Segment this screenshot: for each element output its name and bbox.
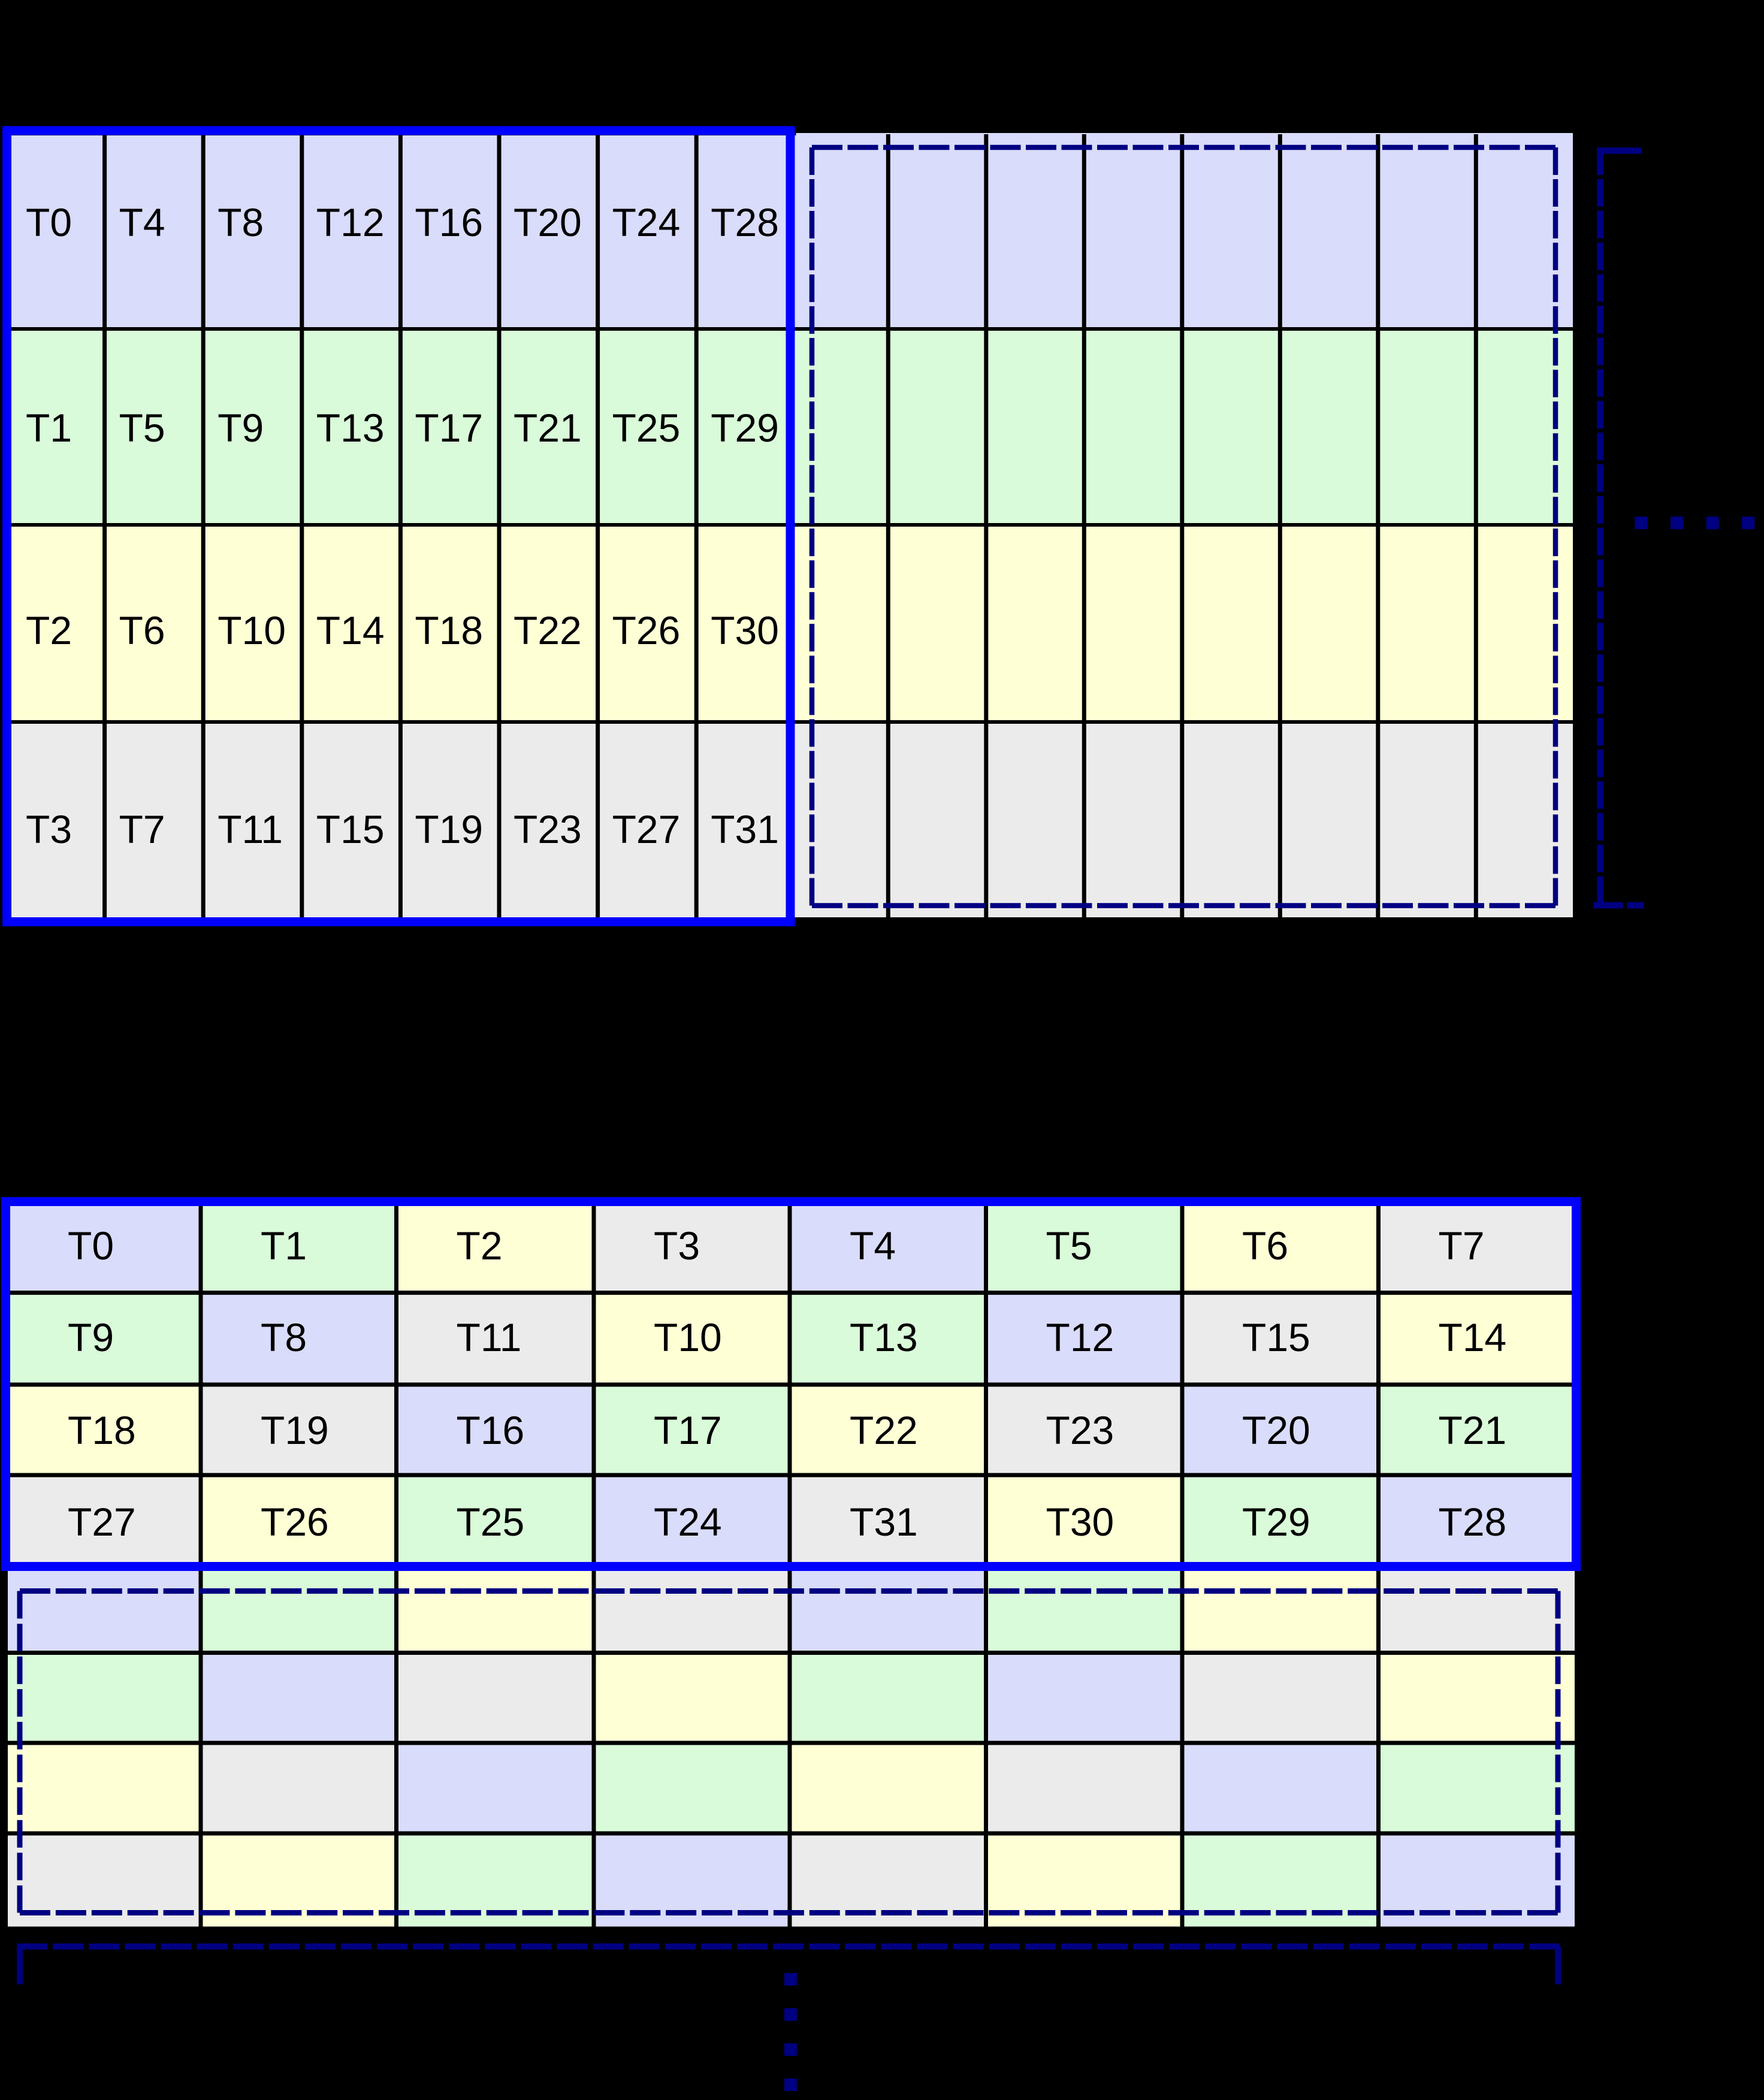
svg-text:T9: T9 [218,406,264,450]
svg-text:T31: T31 [850,1500,918,1544]
svg-text:T5: T5 [119,406,165,450]
svg-text:T0: T0 [68,1223,114,1268]
svg-text:T11: T11 [218,807,283,851]
svg-text:T25: T25 [457,1500,525,1544]
svg-text:T5: T5 [1046,1223,1092,1268]
svg-text:T12: T12 [316,200,385,244]
svg-text:T13: T13 [850,1315,918,1359]
svg-text:T28: T28 [1439,1500,1507,1544]
svg-text:T8: T8 [261,1315,307,1359]
svg-text:T0: T0 [26,200,72,244]
svg-text:T7: T7 [119,807,165,851]
svg-text:T13: T13 [316,406,385,450]
svg-text:T24: T24 [612,200,681,244]
svg-text:T9: T9 [68,1315,114,1359]
svg-text:T3: T3 [654,1223,700,1268]
svg-text:T28: T28 [711,200,779,244]
svg-text:T6: T6 [1242,1223,1288,1268]
svg-text:T15: T15 [316,807,385,851]
svg-text:T21: T21 [1439,1408,1507,1452]
svg-text:T8: T8 [218,200,264,244]
svg-text:T21: T21 [514,406,582,450]
svg-text:T2: T2 [457,1223,503,1268]
svg-text:T3: T3 [26,807,72,851]
svg-text:T15: T15 [1242,1315,1310,1359]
svg-text:T12: T12 [1046,1315,1114,1359]
svg-text:T10: T10 [218,608,286,652]
svg-text:T10: T10 [654,1315,722,1359]
svg-text:T29: T29 [711,406,779,450]
svg-text:T26: T26 [261,1500,329,1544]
svg-text:T16: T16 [457,1408,525,1452]
svg-text:T19: T19 [261,1408,329,1452]
svg-text:T22: T22 [514,608,582,652]
svg-text:T23: T23 [1046,1408,1114,1452]
svg-text:T31: T31 [711,807,779,851]
svg-text:T16: T16 [415,200,483,244]
svg-text:T6: T6 [119,608,165,652]
svg-text:T25: T25 [612,406,681,450]
svg-text:T4: T4 [850,1223,896,1268]
svg-text:T1: T1 [26,406,72,450]
svg-text:T19: T19 [415,807,483,851]
svg-text:T27: T27 [612,807,681,851]
svg-text:T20: T20 [1242,1408,1310,1452]
svg-text:T14: T14 [316,608,385,652]
svg-text:T4: T4 [119,200,165,244]
svg-text:T11: T11 [457,1315,522,1359]
svg-text:T23: T23 [514,807,582,851]
svg-text:T22: T22 [850,1408,918,1452]
svg-text:T14: T14 [1439,1315,1507,1359]
svg-text:T26: T26 [612,608,681,652]
svg-text:T30: T30 [711,608,779,652]
svg-text:T17: T17 [415,406,483,450]
svg-text:T27: T27 [68,1500,136,1544]
svg-text:T18: T18 [415,608,483,652]
svg-text:T29: T29 [1242,1500,1310,1544]
svg-text:T1: T1 [261,1223,307,1268]
svg-text:T18: T18 [68,1408,136,1452]
svg-text:T20: T20 [514,200,582,244]
svg-text:T24: T24 [654,1500,722,1544]
svg-text:T17: T17 [654,1408,722,1452]
svg-text:T2: T2 [26,608,72,652]
svg-text:T30: T30 [1046,1500,1114,1544]
svg-text:T7: T7 [1439,1223,1485,1268]
